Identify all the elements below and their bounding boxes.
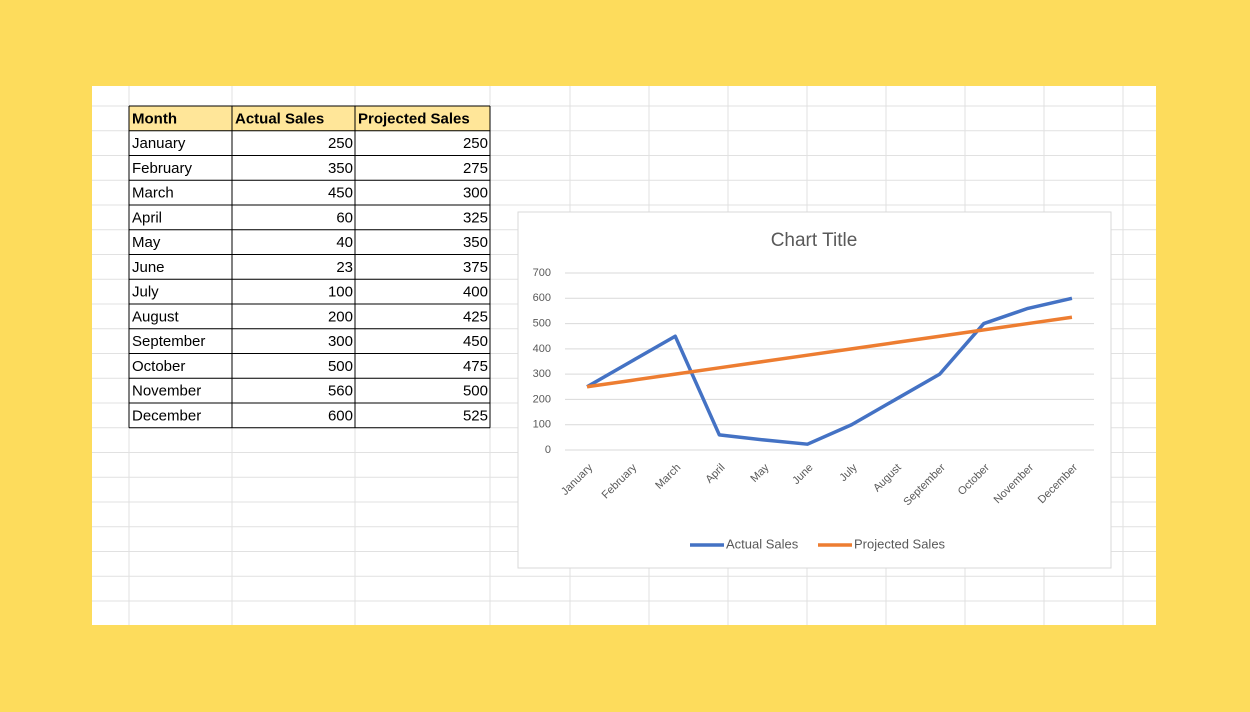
number-cell: 375 <box>463 259 488 276</box>
y-tick-label: 200 <box>533 393 551 405</box>
month-cell: February <box>132 160 193 177</box>
month-cell: November <box>132 383 201 400</box>
number-cell: 600 <box>328 407 353 424</box>
number-cell: 475 <box>463 358 488 375</box>
number-cell: 450 <box>463 333 488 350</box>
number-cell: 250 <box>328 135 353 152</box>
number-cell: 40 <box>336 234 353 251</box>
series-line <box>586 296 1073 446</box>
month-cell: March <box>132 185 174 202</box>
chart-area <box>517 211 1112 569</box>
month-cell: April <box>132 209 162 226</box>
legend-label: Actual Sales <box>726 536 799 551</box>
number-cell: 560 <box>328 383 353 400</box>
header-fill <box>129 106 490 131</box>
number-cell: 250 <box>463 135 488 152</box>
month-cell: September <box>132 333 205 350</box>
month-cell: December <box>132 407 201 424</box>
month-cell: June <box>132 259 165 276</box>
month-cell: January <box>132 135 186 152</box>
y-tick-label: 600 <box>533 292 551 304</box>
number-cell: 350 <box>328 160 353 177</box>
month-cell: July <box>132 284 159 301</box>
y-tick-label: 100 <box>533 419 551 431</box>
y-tick-label: 400 <box>533 343 551 355</box>
month-cell: October <box>132 358 185 375</box>
number-cell: 450 <box>328 185 353 202</box>
number-cell: 300 <box>328 333 353 350</box>
month-cell: August <box>132 308 180 325</box>
number-cell: 350 <box>463 234 488 251</box>
number-cell: 200 <box>328 308 353 325</box>
number-cell: 275 <box>463 160 488 177</box>
header-cell: Projected Sales <box>358 110 470 127</box>
month-cell: May <box>132 234 161 251</box>
number-cell: 400 <box>463 284 488 301</box>
number-cell: 300 <box>463 185 488 202</box>
series-line <box>586 315 1073 389</box>
number-cell: 60 <box>336 209 353 226</box>
y-tick-label: 500 <box>533 317 551 329</box>
number-cell: 500 <box>463 383 488 400</box>
header-cell: Month <box>132 110 177 127</box>
header-cell: Actual Sales <box>235 110 324 127</box>
chart-title: Chart Title <box>771 230 858 251</box>
number-cell: 525 <box>463 407 488 424</box>
number-cell: 100 <box>328 284 353 301</box>
number-cell: 500 <box>328 358 353 375</box>
y-tick-label: 0 <box>545 444 551 456</box>
y-tick-label: 300 <box>533 368 551 380</box>
data-table: Month Actual Sales Projected Sales January 2… <box>128 105 491 429</box>
number-cell: 23 <box>336 259 353 276</box>
y-tick-label: 700 <box>533 267 551 279</box>
number-cell: 425 <box>463 308 488 325</box>
legend-label: Projected Sales <box>854 536 946 551</box>
number-cell: 325 <box>463 209 488 226</box>
